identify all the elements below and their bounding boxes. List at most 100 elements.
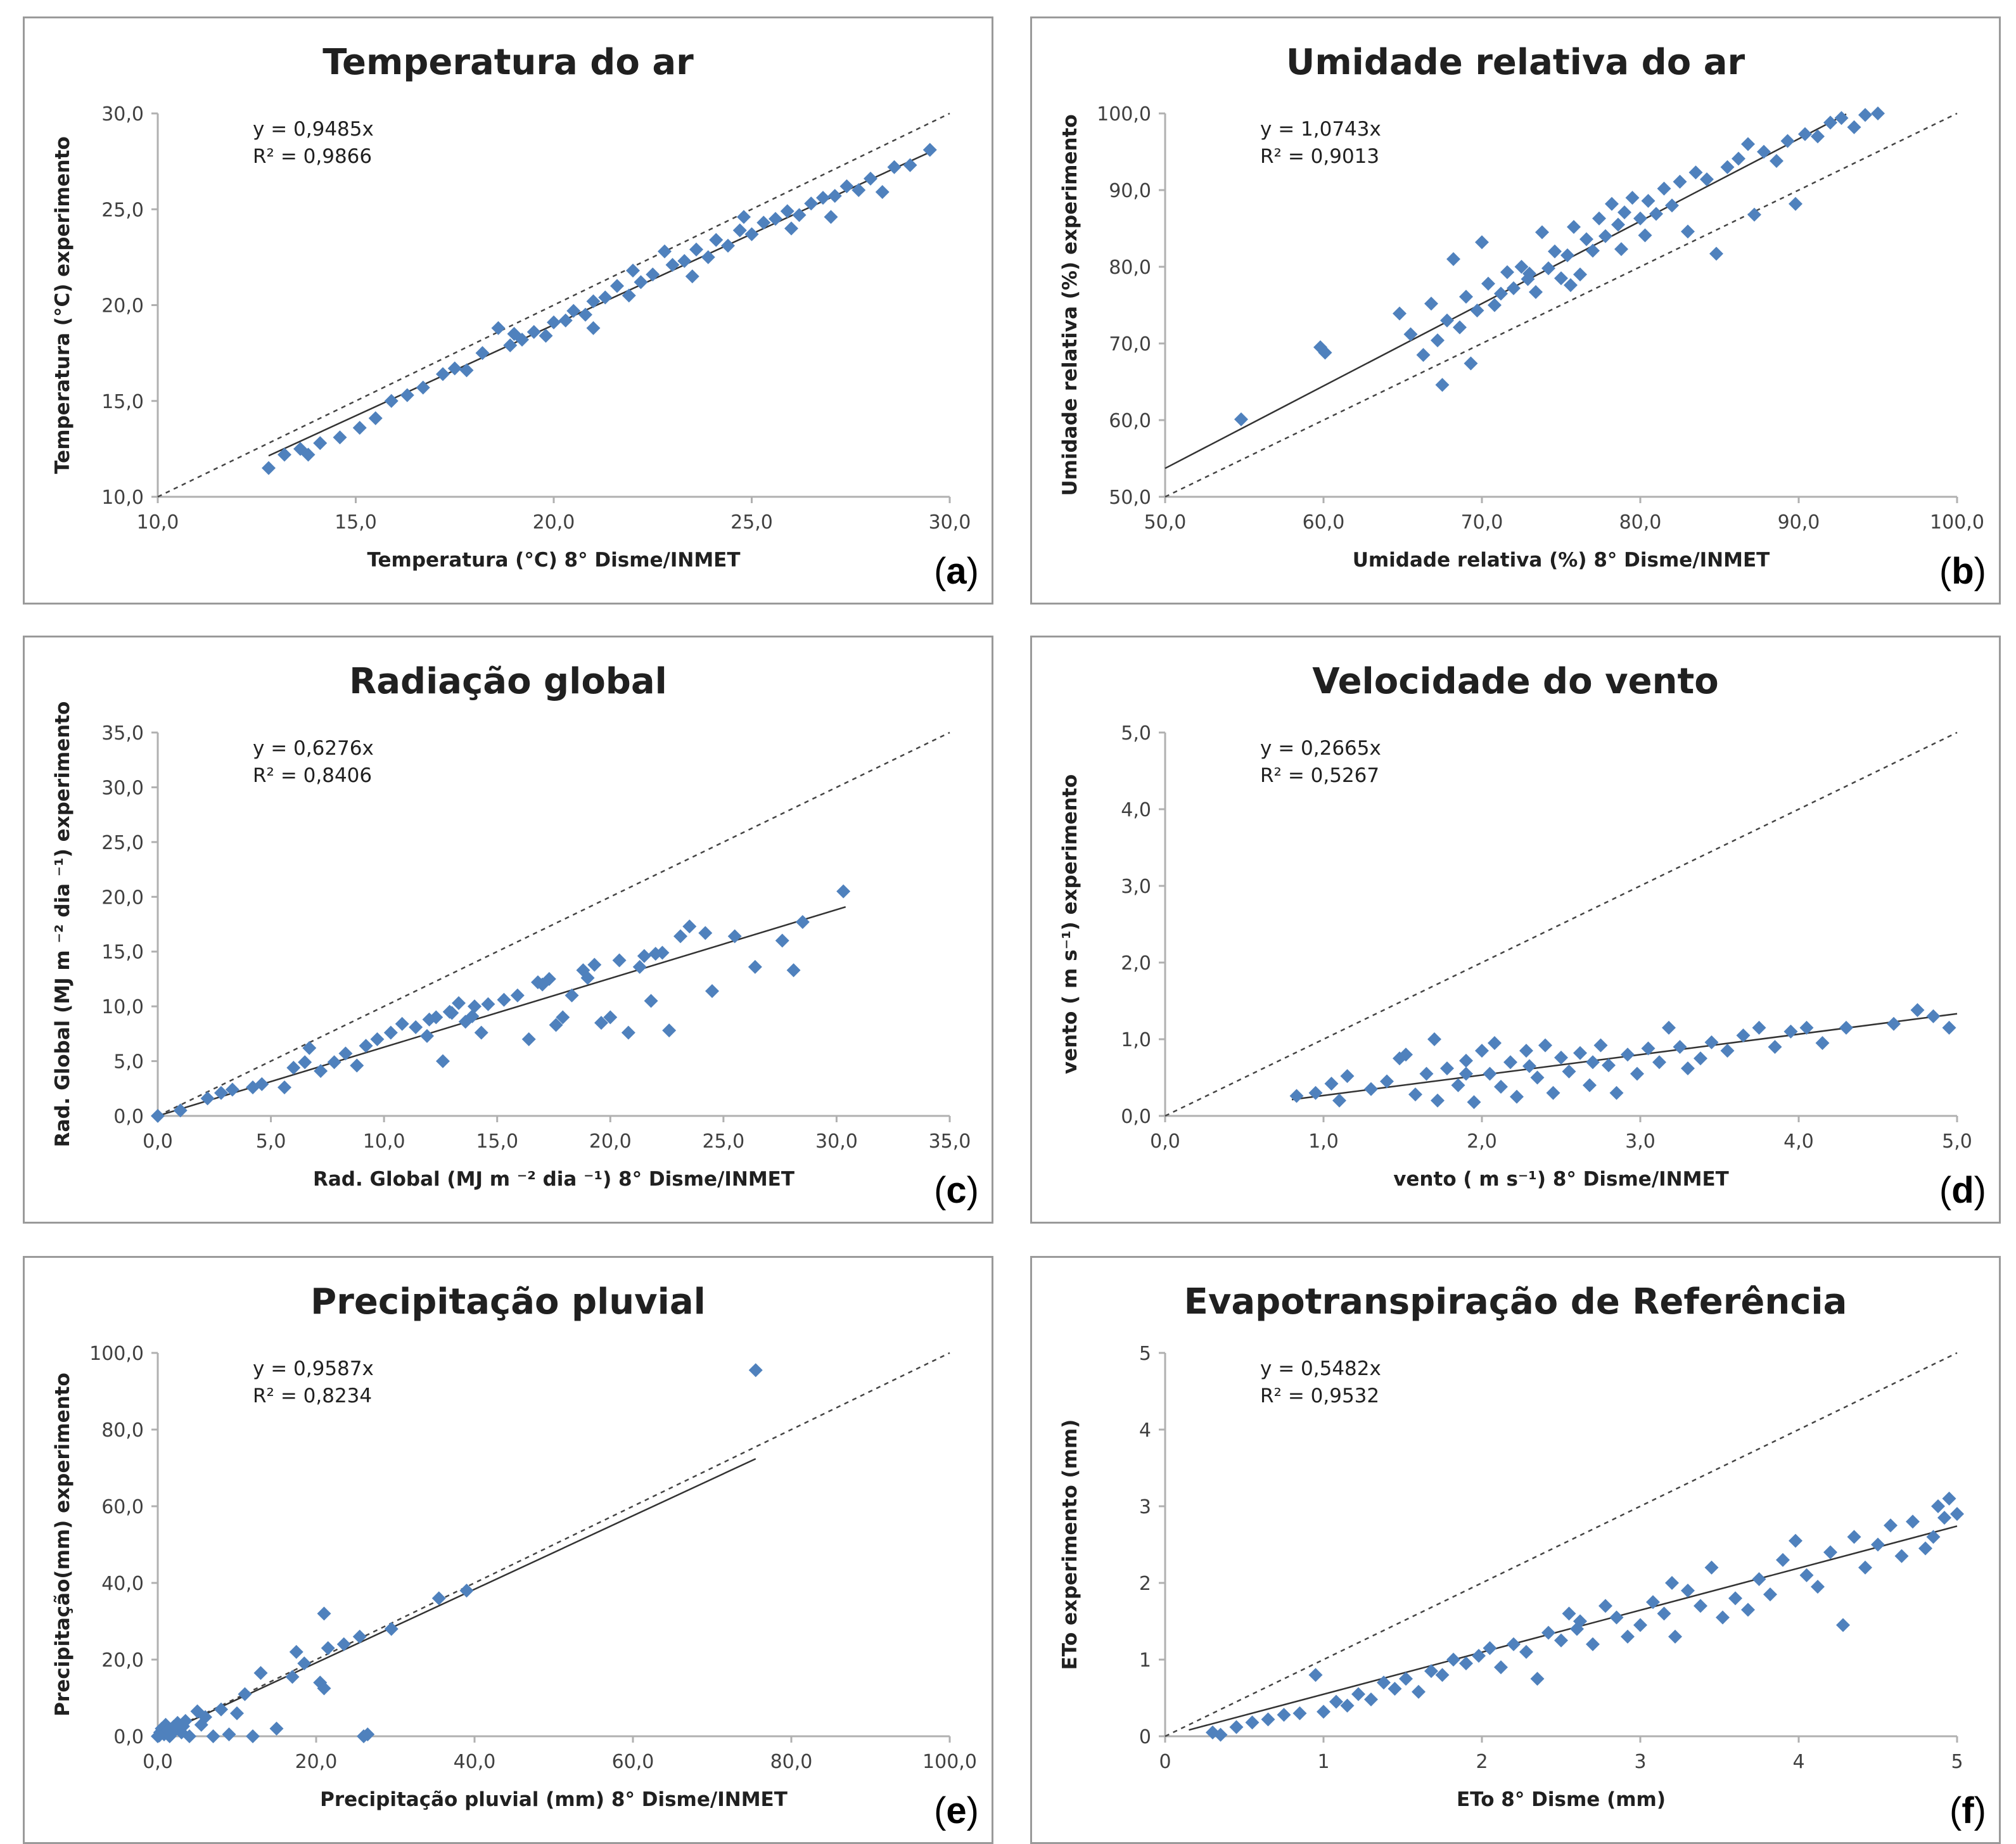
data-point (1424, 1664, 1438, 1679)
data-point (507, 326, 521, 341)
data-point (1579, 232, 1593, 247)
data-point (1308, 1668, 1323, 1682)
r-squared: R² = 0,9532 (1260, 1385, 1379, 1407)
data-point (1560, 248, 1574, 262)
data-point (1694, 1599, 1707, 1613)
panel-label-close: ) (967, 1790, 979, 1831)
data-point (1741, 137, 1755, 151)
data-point (503, 338, 518, 353)
y-axis-label: Rad. Global (MJ m ⁻² dia ⁻¹) experimento (51, 701, 74, 1148)
data-point (558, 313, 573, 328)
data-point (1836, 1618, 1850, 1632)
x-tick-label: 100,0 (1930, 511, 1984, 534)
data-point (459, 1584, 474, 1598)
data-point (158, 1717, 173, 1732)
data-point (1931, 1499, 1945, 1513)
data-point (474, 1025, 488, 1040)
data-point (1530, 1070, 1545, 1085)
trend-line (1164, 113, 1847, 470)
data-point (436, 1054, 450, 1068)
trend-equation: y = 1,0743x (1260, 118, 1381, 141)
data-point (368, 411, 383, 425)
data-point (1500, 265, 1514, 279)
data-point (1720, 1044, 1735, 1058)
data-point (1752, 1020, 1766, 1035)
x-tick-label: 40,0 (454, 1751, 496, 1773)
data-point (1681, 224, 1695, 239)
data-point (1459, 290, 1473, 304)
data-point (1440, 1061, 1454, 1075)
data-point (1488, 1036, 1502, 1051)
y-tick-label: 1 (1139, 1649, 1151, 1672)
data-point (748, 959, 762, 974)
data-point (709, 233, 724, 247)
y-tick-label: 5,0 (113, 1051, 144, 1073)
data-point (685, 269, 699, 284)
data-point (1472, 1648, 1486, 1663)
data-point (1470, 303, 1484, 317)
data-point (400, 388, 414, 402)
data-point (1538, 1038, 1552, 1053)
data-point (705, 983, 719, 998)
data-point (612, 953, 627, 968)
data-point (383, 1025, 398, 1040)
data-point (732, 223, 747, 238)
data-point (1906, 1514, 1920, 1529)
data-point (1522, 1059, 1536, 1073)
data-point (887, 160, 902, 174)
r-squared: R² = 0,9013 (1260, 145, 1379, 168)
chart-title: Temperatura do ar (322, 42, 694, 83)
data-point (1229, 1720, 1244, 1734)
data-point (1467, 1095, 1481, 1110)
data-point (1453, 320, 1467, 335)
data-point (622, 288, 636, 303)
data-point (1681, 1061, 1695, 1075)
data-point (1586, 1055, 1600, 1070)
x-tick-label: 1,0 (1308, 1130, 1339, 1153)
data-point (1657, 1606, 1671, 1621)
data-point (598, 290, 613, 305)
data-point (586, 294, 601, 309)
x-tick-label: 20,0 (295, 1751, 338, 1773)
r-squared: R² = 0,8234 (253, 1385, 372, 1407)
data-point (1451, 1078, 1465, 1092)
trend-equation: y = 0,9587x (253, 1357, 374, 1380)
data-point (1380, 1074, 1394, 1089)
y-tick-label: 5 (1139, 1343, 1151, 1365)
data-point (1431, 333, 1445, 348)
data-point (827, 189, 842, 203)
data-point (1789, 1533, 1802, 1548)
data-point (903, 158, 917, 172)
y-axis-label: Precipitação(mm) experimento (51, 1373, 74, 1717)
data-point (586, 321, 601, 335)
data-point (190, 1704, 205, 1719)
data-point (1641, 1041, 1656, 1056)
data-point (1431, 1093, 1445, 1108)
data-point (1646, 1595, 1660, 1610)
data-point (1317, 1705, 1330, 1719)
x-tick-label: 15,0 (476, 1130, 518, 1153)
data-point (1416, 348, 1431, 362)
data-point (1427, 1032, 1441, 1046)
x-axis-label: ETo 8° Disme (mm) (1457, 1788, 1666, 1811)
chart-panel-precipitacao: Precipitação pluvial 0,0 20,0 40,0 60,0 80,0 1… (23, 1256, 993, 1844)
data-point (1435, 1668, 1450, 1682)
data-point (1783, 1024, 1798, 1039)
data-point (416, 380, 430, 395)
y-tick-label: 80,0 (101, 1419, 144, 1442)
data-point (269, 1721, 284, 1736)
x-tick-label: 5,0 (1942, 1130, 1972, 1153)
data-point (198, 1710, 212, 1724)
data-point (152, 1728, 167, 1743)
data-point (587, 957, 602, 972)
data-point (756, 215, 771, 230)
data-point (1614, 242, 1628, 257)
data-point (1530, 1672, 1545, 1686)
data-point (824, 210, 838, 224)
data-point (253, 1666, 268, 1681)
data-point (317, 1606, 331, 1621)
x-tick-label: 3 (1634, 1751, 1646, 1773)
data-point (578, 307, 592, 322)
data-point (864, 171, 877, 186)
data-point (1665, 198, 1679, 213)
